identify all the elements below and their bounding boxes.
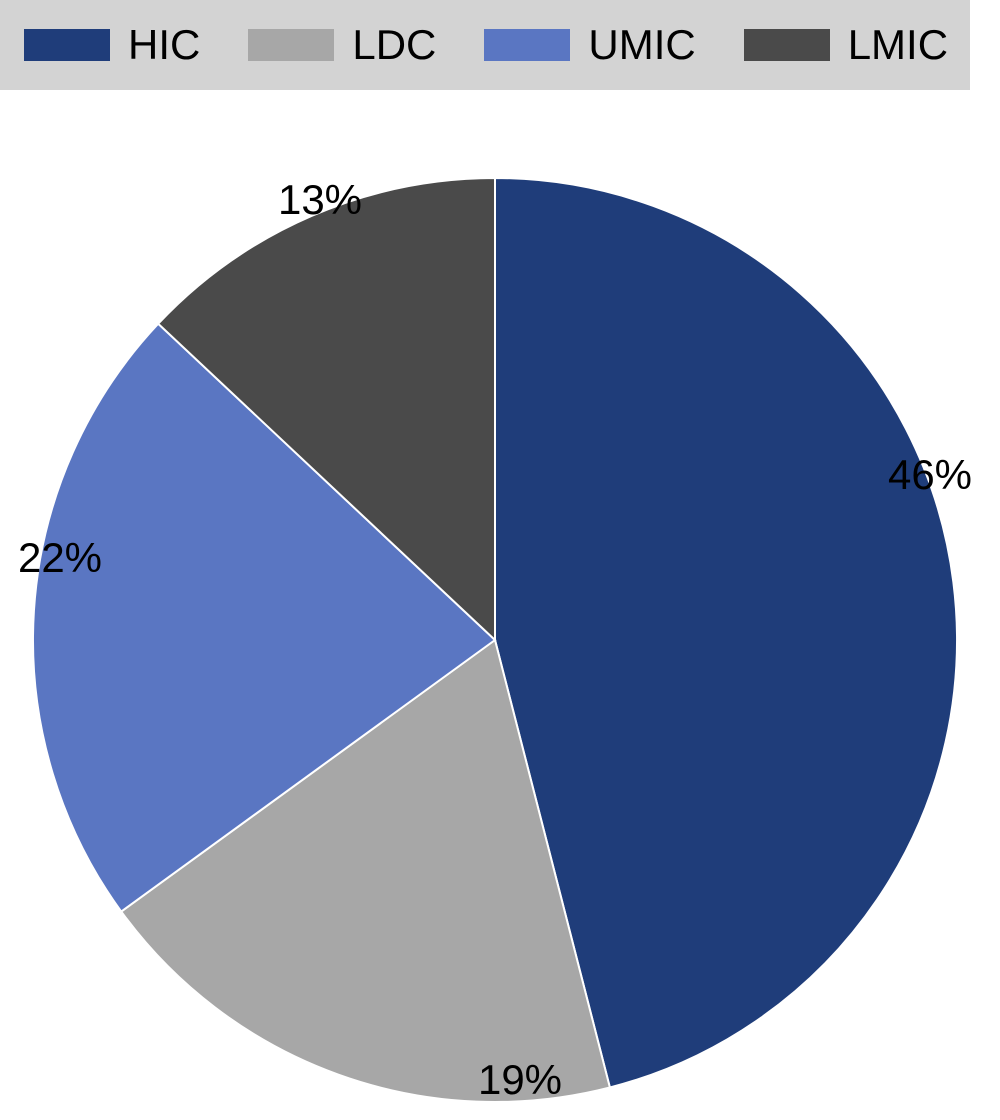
slice-label-umic: 22% [18, 534, 102, 582]
pie-chart [0, 0, 1000, 1120]
pie-svg [0, 0, 1000, 1115]
slice-label-lmic: 13% [278, 176, 362, 224]
slice-label-ldc: 19% [478, 1056, 562, 1104]
slice-label-hic: 46% [888, 451, 972, 499]
chart-container: HICLDCUMICLMIC 46%19%22%13% [0, 0, 1000, 1115]
